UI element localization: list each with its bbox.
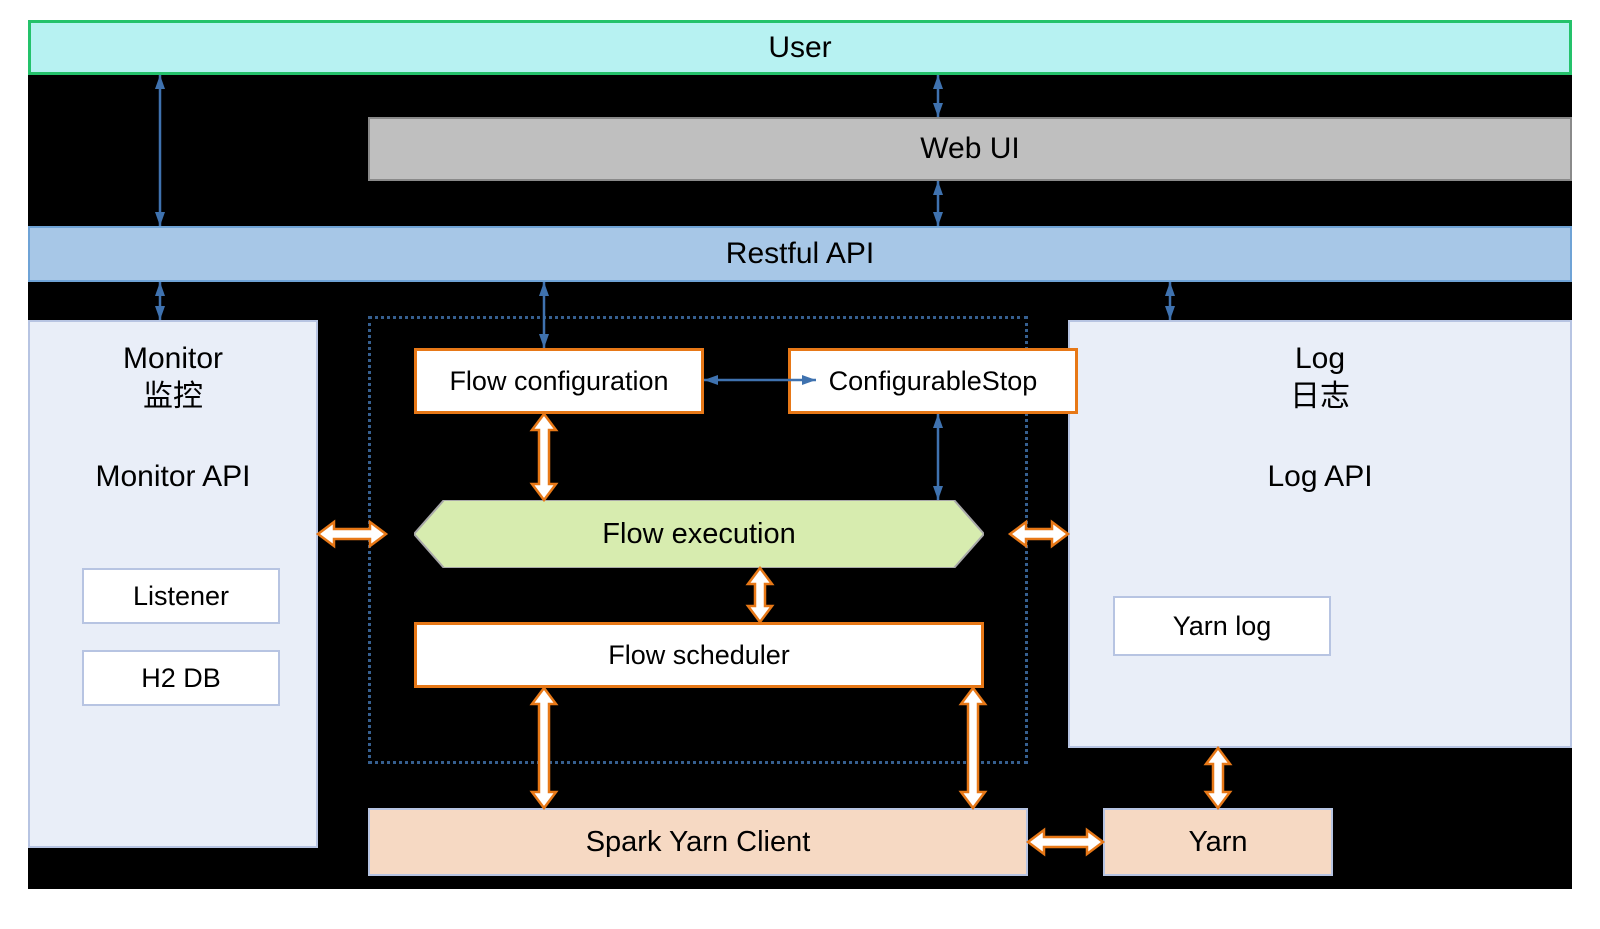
monitor-title: Monitor 监控 xyxy=(30,340,316,415)
monitor-title-line1: Monitor xyxy=(123,340,223,378)
flow-execution-label: Flow execution xyxy=(602,518,795,551)
node-flow-configuration: Flow configuration xyxy=(414,348,704,414)
node-spark-yarn-client: Spark Yarn Client xyxy=(368,808,1028,876)
node-yarn-log: Yarn log xyxy=(1113,596,1331,656)
node-flow-scheduler: Flow scheduler xyxy=(414,622,984,688)
node-configurable-stop: ConfigurableStop xyxy=(788,348,1078,414)
node-flow-execution: Flow execution xyxy=(414,500,984,568)
log-title-line2: 日志 xyxy=(1290,378,1350,416)
monitor-title-line2: 监控 xyxy=(143,378,203,416)
node-webui-label: Web UI xyxy=(920,132,1019,166)
log-title: Log 日志 xyxy=(1070,340,1570,415)
node-user-label: User xyxy=(768,31,831,65)
panel-monitor: Monitor 监控 Monitor API Listener H2 DB xyxy=(28,320,318,848)
log-api-label: Log API xyxy=(1070,460,1570,494)
node-webui: Web UI xyxy=(368,117,1572,181)
node-listener: Listener xyxy=(82,568,280,624)
node-restful: Restful API xyxy=(28,226,1572,282)
panel-log: Log 日志 Log API Yarn log xyxy=(1068,320,1572,748)
node-restful-label: Restful API xyxy=(726,237,874,271)
monitor-api-label: Monitor API xyxy=(30,460,316,494)
node-user: User xyxy=(28,20,1572,75)
diagram-stage: User Web UI Restful API Monitor 监控 Monit… xyxy=(28,20,1572,889)
node-yarn: Yarn xyxy=(1103,808,1333,876)
log-title-line1: Log xyxy=(1295,340,1345,378)
node-h2db: H2 DB xyxy=(82,650,280,706)
